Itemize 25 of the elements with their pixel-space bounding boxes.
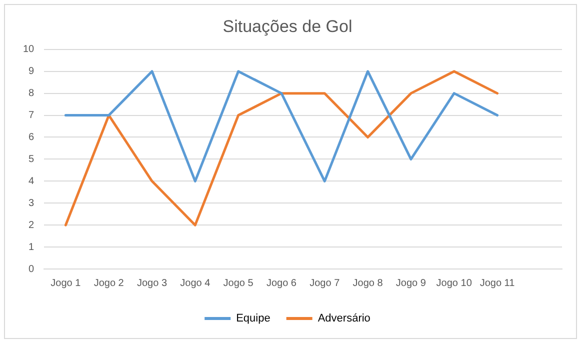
chart-title: Situações de Gol [222,16,352,36]
x-tick-label: Jogo 9 [396,278,426,289]
legend-label: Equipe [236,312,270,325]
y-tick-label: 1 [28,242,35,253]
legend-label: Adversário [318,312,370,325]
x-tick-label: Jogo 1 [50,278,82,289]
y-tick-label: 8 [28,88,35,100]
x-tick-label: Jogo 8 [352,278,384,289]
y-tick-label: 6 [28,132,35,143]
x-tick-label: Jogo 6 [266,278,297,289]
x-tick-label: Jogo 4 [180,278,211,289]
y-tick-label: 2 [28,220,35,231]
x-tick-label: Jogo 5 [223,278,254,289]
x-tick-label: Jogo 2 [94,278,124,289]
x-tick-label: Jogo 11 [480,278,516,289]
y-tick-label: 3 [28,198,35,209]
y-tick-label: 0 [28,264,35,275]
x-tick-label: Jogo 3 [137,278,168,289]
y-tick-label: 7 [28,110,35,122]
x-tick-label: Jogo 7 [310,278,340,289]
y-tick-label: 5 [28,154,35,165]
x-tick-label: Jogo 10 [436,278,472,289]
y-tick-label: 9 [28,66,35,78]
y-tick-label: 10 [23,44,35,56]
y-tick-label: 4 [28,176,35,187]
